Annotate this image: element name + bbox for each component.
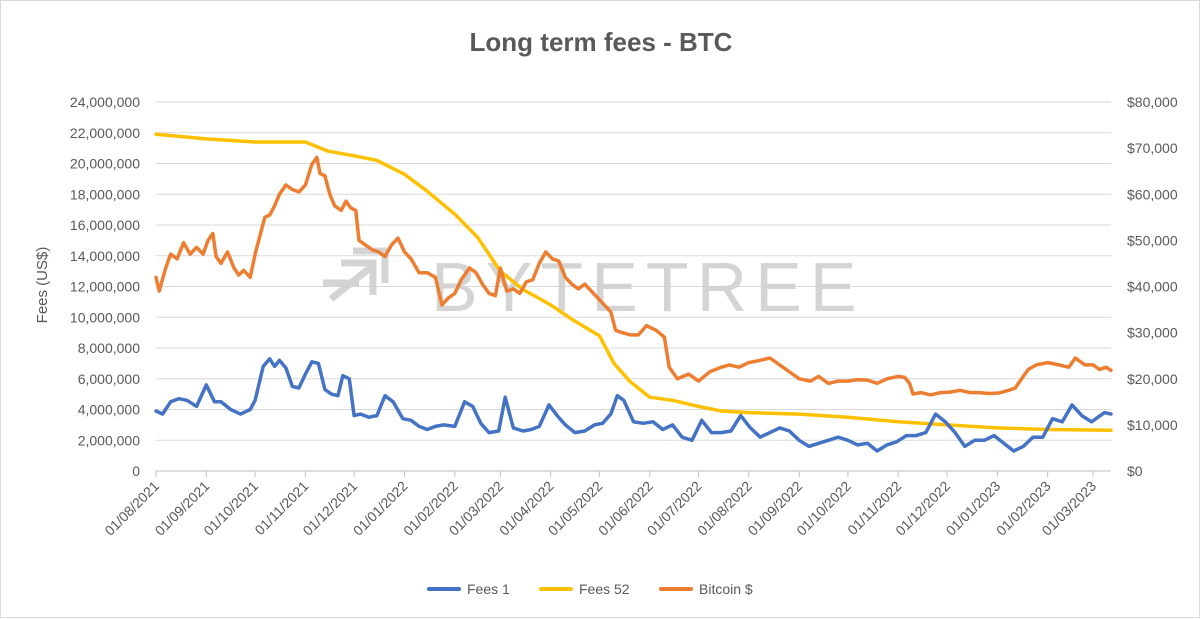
y-tick-label: 24,000,000: [70, 94, 140, 110]
x-axis: 01/08/202101/09/202101/10/202101/11/2021…: [101, 470, 1111, 539]
y-tick-label: 20,000,000: [70, 156, 140, 172]
series-line-fees-52: [154, 132, 1113, 433]
chart-title: Long term fees - BTC: [470, 27, 733, 57]
y-tick-label: 14,000,000: [70, 248, 140, 264]
y-axis-title: Fees (US$): [34, 247, 51, 324]
watermark-logo-icon: [323, 247, 389, 302]
watermark: BYTETREE: [323, 247, 865, 326]
y2-tick-label: $50,000: [1127, 232, 1178, 248]
series-lines: [154, 132, 1113, 453]
y2-tick-label: $80,000: [1127, 94, 1178, 110]
gridlines: [156, 101, 1111, 472]
legend: Fees 1 Fees 52 Bitcoin $: [427, 581, 753, 597]
y2-tick-label: $30,000: [1127, 325, 1178, 341]
y-axis-right: $0 $10,000 $20,000 $30,000 $40,000 $50,000 $60…: [1127, 94, 1178, 479]
legend-label: Bitcoin $: [699, 581, 753, 597]
y-tick-label: 22,000,000: [70, 125, 140, 141]
watermark-text: BYTETREE: [431, 248, 865, 326]
series-line-bitcoin: [154, 155, 1113, 397]
y-tick-label: 16,000,000: [70, 217, 140, 233]
y-tick-label: 12,000,000: [70, 279, 140, 295]
y2-tick-label: $60,000: [1127, 186, 1178, 202]
y-tick-label: 4,000,000: [78, 402, 140, 418]
y-tick-label: 8,000,000: [78, 340, 140, 356]
y-tick-label: 2,000,000: [78, 432, 140, 448]
y2-tick-label: $70,000: [1127, 140, 1178, 156]
y2-tick-label: $20,000: [1127, 371, 1178, 387]
y-tick-label: 6,000,000: [78, 371, 140, 387]
y-tick-label: 0: [132, 463, 140, 479]
series-line-fees-1: [154, 357, 1113, 453]
y-axis-left: 0 2,000,000 4,000,000 6,000,000 8,000,000 10,…: [70, 94, 140, 479]
y2-tick-label: $0: [1127, 463, 1143, 479]
y2-tick-label: $10,000: [1127, 417, 1178, 433]
y-tick-label: 18,000,000: [70, 186, 140, 202]
legend-label: Fees 52: [579, 581, 630, 597]
y-tick-label: 10,000,000: [70, 309, 140, 325]
legend-label: Fees 1: [467, 581, 510, 597]
y2-tick-label: $40,000: [1127, 279, 1178, 295]
